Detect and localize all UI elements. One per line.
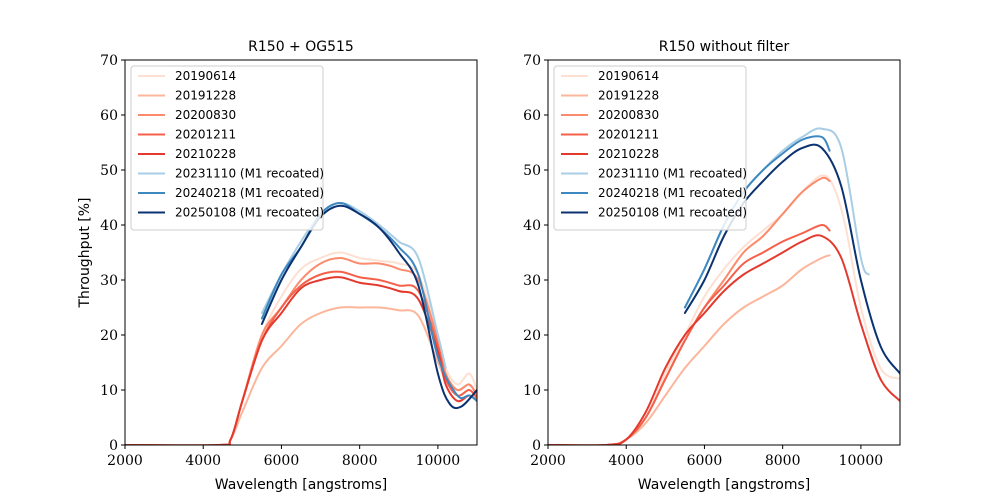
x-tick-label: 6000: [264, 453, 300, 469]
x-tick-label: 4000: [185, 453, 221, 469]
y-tick-label: 0: [109, 438, 118, 454]
x-tick-label: 10000: [416, 453, 461, 469]
legend: 20190614 20191228 20200830 20201211 20210228…: [130, 65, 324, 231]
series-line-20231110: [260, 201, 447, 369]
y-tick-label: 40: [100, 218, 118, 234]
series-line-20250108: [260, 204, 477, 410]
legend-entry: 20231110 (M1 recoated): [598, 167, 747, 181]
legend-entry: 20201211: [598, 128, 659, 142]
legend-entry: 20200830: [598, 108, 659, 122]
legend-box: [553, 65, 747, 231]
series-line-20210228: [548, 234, 900, 445]
legend-entry: 20190614: [175, 69, 236, 83]
legend-entry: 20240218 (M1 recoated): [175, 186, 324, 200]
series-line-20240218: [683, 135, 831, 309]
y-tick-label: 20: [100, 328, 118, 344]
right-chart-panel: 2000 4000 6000 8000 10000 0 10 20 30 40 50 60 70 R150…: [523, 39, 901, 493]
y-tick-label: 30: [100, 273, 118, 289]
x-tick-label: 6000: [687, 453, 723, 469]
series-line-20250108: [683, 143, 900, 375]
y-tick-label: 70: [523, 53, 541, 69]
series-lines: [125, 201, 477, 445]
y-tick-label: 10: [100, 383, 118, 399]
x-tick-label: 8000: [342, 453, 378, 469]
x-tick-label: 2000: [107, 453, 143, 469]
x-tick-label: 10000: [839, 453, 884, 469]
legend-entry: 20250108 (M1 recoated): [175, 206, 324, 220]
y-tick-label: 60: [100, 108, 118, 124]
x-tick-label: 2000: [530, 453, 566, 469]
series-line-20191228: [548, 254, 831, 445]
y-axis-label: Throughput [%]: [77, 198, 93, 309]
legend-entry: 20210228: [175, 147, 236, 161]
chart-title: R150 without filter: [659, 39, 790, 55]
legend-entry: 20210228: [598, 147, 659, 161]
legend-entry: 20250108 (M1 recoated): [598, 206, 747, 220]
series-line-20210228: [125, 276, 477, 445]
y-tick-label: 20: [523, 328, 541, 344]
y-tick-label: 0: [532, 438, 541, 454]
series-lines: [548, 127, 900, 445]
y-tick-label: 70: [100, 53, 118, 69]
legend-entry: 20240218 (M1 recoated): [598, 186, 747, 200]
x-axis-label: Wavelength [angstroms]: [215, 477, 388, 493]
left-chart-panel: 2000 4000 6000 8000 10000 0 10 20 30 40 50 60 70 R150…: [77, 39, 478, 493]
legend-box: [130, 65, 324, 231]
legend-entry: 20191228: [598, 89, 659, 103]
x-tick-label: 8000: [765, 453, 801, 469]
chart-title: R150 + OG515: [248, 39, 354, 55]
legend-entry: 20191228: [175, 89, 236, 103]
x-axis-label: Wavelength [angstroms]: [638, 477, 811, 493]
legend-entry: 20201211: [175, 128, 236, 142]
legend-entry: 20231110 (M1 recoated): [175, 167, 324, 181]
y-tick-label: 10: [523, 383, 541, 399]
series-line-20201211: [548, 223, 831, 445]
y-tick-label: 40: [523, 218, 541, 234]
y-tick-label: 30: [523, 273, 541, 289]
series-line-20191228: [125, 306, 477, 445]
legend: 20190614 20191228 20200830 20201211 20210228…: [553, 65, 747, 231]
y-tick-label: 60: [523, 108, 541, 124]
legend-entry: 20200830: [175, 108, 236, 122]
y-tick-label: 50: [523, 163, 541, 179]
legend-entry: 20190614: [598, 69, 659, 83]
x-tick-label: 4000: [608, 453, 644, 469]
plot-frame: [124, 59, 478, 446]
plot-frame: [547, 59, 901, 446]
y-tick-label: 50: [100, 163, 118, 179]
